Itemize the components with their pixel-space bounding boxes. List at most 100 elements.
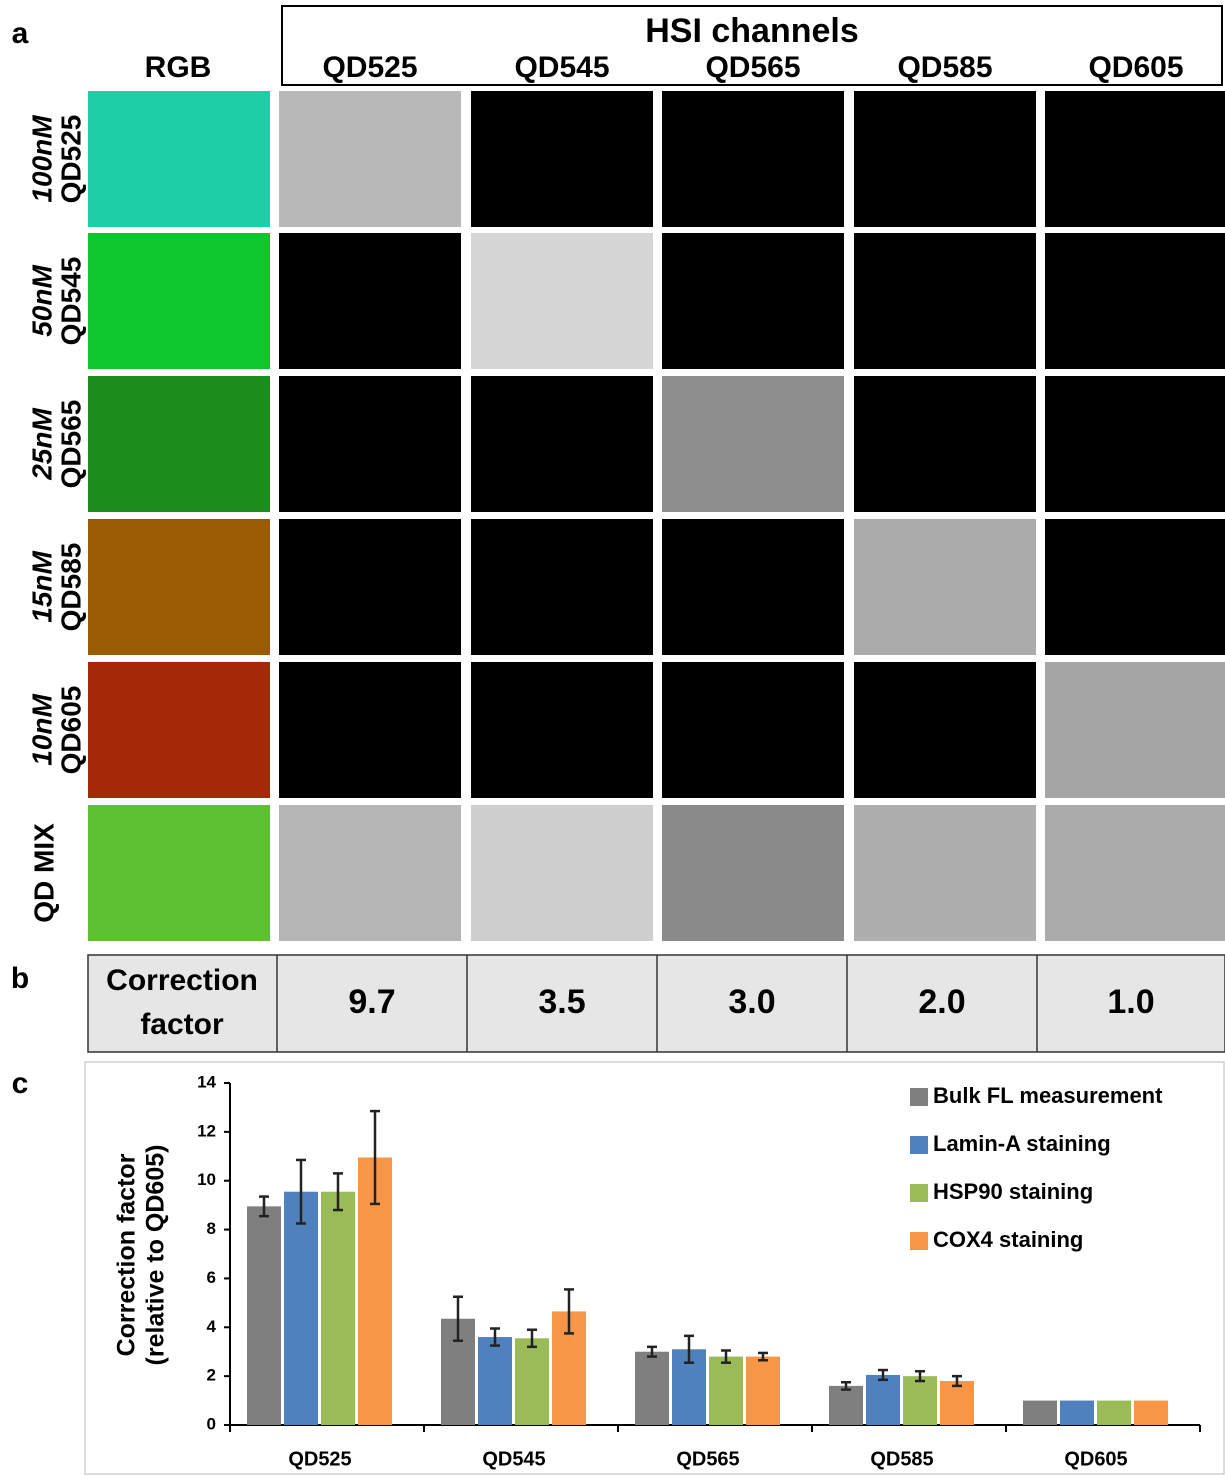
legend-swatch <box>910 1184 928 1202</box>
image-cell <box>88 233 270 369</box>
column-header: QD605 <box>1088 51 1183 84</box>
table-value: 2.0 <box>918 983 965 1021</box>
column-header: QD565 <box>705 51 800 84</box>
x-tick-label: QD605 <box>1064 1448 1127 1470</box>
image-cell <box>662 91 844 227</box>
y-tick-label: 8 <box>207 1219 216 1238</box>
image-cell <box>854 519 1036 655</box>
figure: a b c HSI channels RGB QD525 QD545 QD565 QD585 QD… <box>0 0 1225 1475</box>
image-cell <box>279 805 461 941</box>
table-value: 9.7 <box>348 983 395 1021</box>
table-label: Correction <box>106 964 258 997</box>
row-concentration: 50nM <box>26 265 57 337</box>
image-cell <box>854 376 1036 512</box>
bar <box>284 1192 318 1425</box>
image-cell <box>1045 91 1225 227</box>
table-value: 1.0 <box>1107 983 1154 1021</box>
image-cell <box>662 519 844 655</box>
bar <box>709 1357 743 1425</box>
bar <box>247 1206 281 1425</box>
x-tick-label: QD565 <box>676 1448 739 1470</box>
bar <box>746 1357 780 1425</box>
image-cell <box>854 91 1036 227</box>
panel-label: a <box>12 17 29 50</box>
row-concentration: 10nM <box>26 694 57 766</box>
image-cell <box>471 662 653 798</box>
bar <box>478 1337 512 1425</box>
image-cell <box>471 519 653 655</box>
image-cell <box>279 662 461 798</box>
y-tick-label: 12 <box>197 1121 216 1140</box>
image-cell <box>279 519 461 655</box>
image-cell <box>1045 376 1225 512</box>
legend-swatch <box>910 1232 928 1250</box>
y-tick-label: 4 <box>207 1317 217 1336</box>
x-tick-label: QD525 <box>288 1448 351 1470</box>
image-cell <box>1045 805 1225 941</box>
image-cell <box>471 91 653 227</box>
image-cell <box>854 233 1036 369</box>
column-header: QD545 <box>514 51 609 84</box>
column-header: QD525 <box>322 51 417 84</box>
bar <box>635 1352 669 1425</box>
image-cell <box>662 233 844 369</box>
row-name: QD545 <box>55 257 86 346</box>
bar <box>866 1375 900 1425</box>
image-cell <box>88 662 270 798</box>
y-tick-label: 2 <box>207 1366 216 1385</box>
bar <box>903 1376 937 1425</box>
image-cell <box>471 233 653 369</box>
image-cell <box>1045 662 1225 798</box>
legend-swatch <box>910 1088 928 1106</box>
row-concentration: 15nM <box>26 551 57 623</box>
bar <box>1023 1401 1057 1425</box>
y-axis-title: (relative to QD605) <box>142 1145 170 1366</box>
bar <box>321 1192 355 1425</box>
table-label: factor <box>140 1008 224 1041</box>
row-concentration: 25nM <box>26 408 57 481</box>
bar <box>1134 1401 1168 1425</box>
image-cell <box>1045 519 1225 655</box>
image-cell <box>88 805 270 941</box>
panel-label: b <box>11 962 29 995</box>
image-cell <box>88 91 270 227</box>
legend-label: Lamin-A staining <box>933 1131 1111 1156</box>
image-cell <box>662 662 844 798</box>
y-tick-label: 14 <box>197 1072 216 1091</box>
grid-title: HSI channels <box>645 12 859 50</box>
image-cell <box>279 91 461 227</box>
bar <box>515 1338 549 1425</box>
table-value: 3.0 <box>728 983 775 1021</box>
legend-label: HSP90 staining <box>933 1179 1093 1204</box>
image-cell <box>662 376 844 512</box>
row-name: QD605 <box>55 686 86 775</box>
row-concentration: 100nM <box>26 115 57 203</box>
image-cell <box>854 805 1036 941</box>
x-tick-label: QD585 <box>870 1448 933 1470</box>
table-value: 3.5 <box>538 983 585 1021</box>
y-tick-label: 0 <box>207 1414 216 1433</box>
row-name: QD585 <box>55 543 86 632</box>
column-header: QD585 <box>897 51 992 84</box>
image-cell <box>662 805 844 941</box>
legend-swatch <box>910 1136 928 1154</box>
y-tick-label: 6 <box>207 1268 216 1287</box>
row-name: QD525 <box>55 115 86 204</box>
x-tick-label: QD545 <box>482 1448 545 1470</box>
bar <box>1060 1401 1094 1425</box>
image-cell <box>854 662 1036 798</box>
image-cell <box>1045 233 1225 369</box>
row-name: QD565 <box>55 400 86 489</box>
y-axis-title: Correction factor <box>113 1153 141 1356</box>
bar <box>1097 1401 1131 1425</box>
image-cell <box>88 519 270 655</box>
legend-label: Bulk FL measurement <box>933 1083 1163 1108</box>
column-header: RGB <box>145 51 212 84</box>
y-tick-label: 10 <box>197 1170 216 1189</box>
bar <box>940 1381 974 1425</box>
panel-label: c <box>12 1067 29 1100</box>
legend-label: COX4 staining <box>933 1227 1083 1252</box>
bar <box>829 1386 863 1425</box>
image-cell <box>471 805 653 941</box>
image-cell <box>279 376 461 512</box>
